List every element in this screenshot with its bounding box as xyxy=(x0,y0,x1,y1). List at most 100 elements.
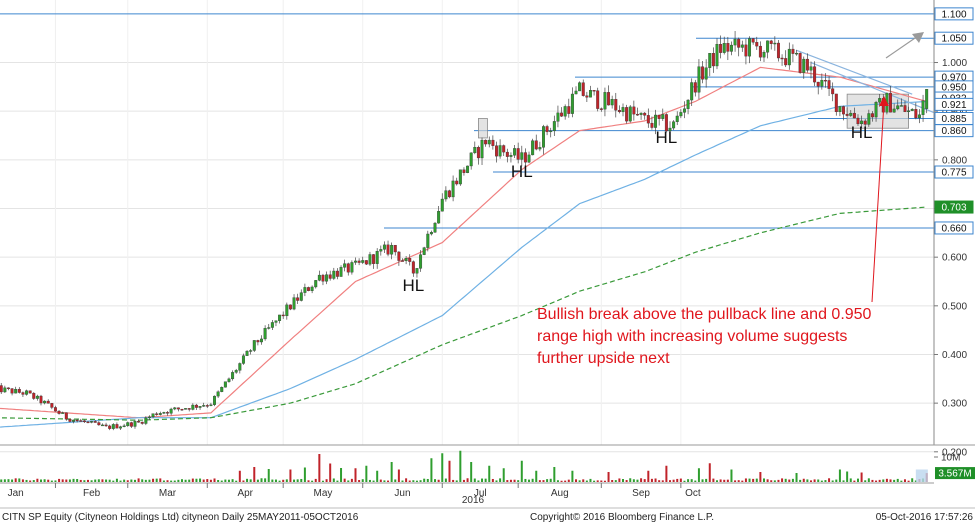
volume-bar xyxy=(607,472,610,482)
candle-body xyxy=(921,100,925,115)
candle-body xyxy=(401,260,404,262)
volume-bar xyxy=(618,478,621,482)
upside-arrowhead xyxy=(912,32,924,43)
candle-body xyxy=(270,322,274,328)
volume-bar xyxy=(585,480,588,482)
candle-body xyxy=(162,412,166,414)
volume-bar xyxy=(770,480,773,482)
volume-bar xyxy=(766,479,769,482)
pullback-trendlines xyxy=(796,49,949,120)
volume-bar xyxy=(665,465,668,482)
candle-body xyxy=(0,385,3,393)
volume-bar xyxy=(896,478,899,482)
volume-bar xyxy=(842,480,845,482)
volume-bar xyxy=(105,479,108,482)
volume-bar xyxy=(719,479,722,482)
volume-bar xyxy=(654,478,657,482)
volume-bar xyxy=(11,479,14,482)
volume-bar xyxy=(76,479,79,482)
volume-bar xyxy=(426,478,429,482)
candle-body xyxy=(455,180,459,185)
candle-body xyxy=(426,233,430,248)
candle-body xyxy=(158,413,162,415)
volume-bar xyxy=(831,480,834,482)
candle-body xyxy=(860,120,864,125)
month-label: Sep xyxy=(632,488,650,499)
candle-body xyxy=(701,66,705,80)
candle-body xyxy=(140,421,144,424)
candle-body xyxy=(231,372,235,380)
callout-pointer xyxy=(871,101,885,303)
volume-bar xyxy=(376,470,379,482)
candle-body xyxy=(176,407,180,410)
higher-low-label: HL xyxy=(402,276,424,295)
candle-body xyxy=(285,304,289,317)
candle-body xyxy=(238,363,242,371)
candle-body xyxy=(513,148,517,156)
volume-bar xyxy=(86,479,89,482)
footer-security: CITN SP Equity (Cityneon Holdings Ltd) c… xyxy=(2,512,359,523)
volume-bar xyxy=(661,480,664,482)
candle-body xyxy=(795,52,799,55)
volume-bar xyxy=(177,479,180,482)
volume-bar xyxy=(307,480,310,482)
candle-body xyxy=(780,57,784,60)
candle-body xyxy=(715,44,719,67)
candle-body xyxy=(10,388,14,394)
candle-body xyxy=(119,426,122,429)
month-label: Jan xyxy=(8,488,24,499)
volume-bar xyxy=(227,479,230,482)
volume-bar xyxy=(148,479,151,482)
volume-bar xyxy=(249,479,252,482)
volume-highlight xyxy=(915,469,928,482)
volume-bar xyxy=(412,480,415,482)
candle-body xyxy=(484,139,488,145)
volume-bar xyxy=(36,478,39,482)
footer-copyright: Copyright© 2016 Bloomberg Finance L.P. xyxy=(530,512,714,523)
volume-bar xyxy=(123,479,126,482)
volume-bar xyxy=(47,479,50,482)
candle-body xyxy=(466,165,470,173)
volume-bar xyxy=(867,478,870,482)
candle-body xyxy=(592,90,596,92)
volume-bar xyxy=(462,479,465,482)
volume-bar xyxy=(274,479,277,482)
volume-bar xyxy=(361,479,364,482)
candle-body xyxy=(560,112,564,117)
candle-body xyxy=(321,274,325,282)
candle-body xyxy=(180,408,184,411)
candle-body xyxy=(675,115,679,122)
candle-body xyxy=(227,378,231,382)
candle-body xyxy=(538,147,542,150)
volume-bar xyxy=(716,480,718,482)
candle-body xyxy=(574,90,578,95)
candle-body xyxy=(281,314,285,317)
volume-bar xyxy=(202,479,205,482)
candle-body xyxy=(614,99,618,111)
candle-body xyxy=(654,114,658,128)
volume-bar xyxy=(531,478,534,482)
volume-bar xyxy=(911,478,914,482)
candle-body xyxy=(585,95,589,98)
candle-body xyxy=(220,387,224,392)
volume-bar xyxy=(441,453,444,482)
volume-bar xyxy=(68,479,71,482)
volume-bar xyxy=(325,479,328,482)
candle-body xyxy=(223,381,227,388)
candle-body xyxy=(368,254,372,265)
volume-bar xyxy=(791,478,794,482)
volume-bar xyxy=(285,479,288,482)
candle-body xyxy=(122,425,126,428)
volume-bar xyxy=(744,478,747,482)
volume-bar xyxy=(907,480,910,482)
candle-body xyxy=(46,400,50,404)
volume-bar xyxy=(213,478,216,482)
volume-bar xyxy=(575,479,578,482)
volume-bar xyxy=(611,480,614,482)
candle-body xyxy=(621,107,625,113)
volume-bar xyxy=(419,480,422,482)
candle-body xyxy=(693,82,697,93)
price-tick-label: 0.800 xyxy=(942,155,967,166)
volume-bar xyxy=(155,478,158,482)
volume-bar xyxy=(7,479,10,482)
